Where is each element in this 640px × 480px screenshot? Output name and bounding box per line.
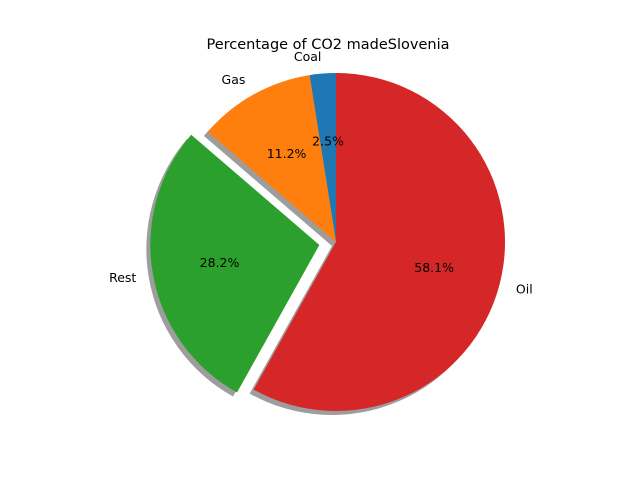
slice-label-oil: Oil bbox=[516, 281, 533, 296]
pct-label-rest: 28.2% bbox=[200, 255, 240, 270]
slice-label-coal: Coal bbox=[294, 49, 322, 64]
chart-title: Percentage of CO2 madeSlovenia bbox=[207, 37, 450, 53]
pie-labels: 2.5% Coal 11.2% Gas 28.2% Rest 58.1% Oil bbox=[109, 49, 533, 296]
slice-gas bbox=[207, 75, 336, 242]
pct-label-coal: 2.5% bbox=[312, 133, 344, 148]
pct-label-oil: 58.1% bbox=[414, 260, 454, 275]
slice-label-gas: Gas bbox=[222, 72, 246, 87]
slice-label-rest: Rest bbox=[109, 270, 136, 285]
slice-coal bbox=[309, 73, 336, 242]
pie-slices bbox=[150, 73, 506, 411]
pct-label-gas: 11.2% bbox=[267, 146, 307, 161]
slice-oil bbox=[253, 73, 506, 411]
slice-rest bbox=[150, 134, 320, 393]
